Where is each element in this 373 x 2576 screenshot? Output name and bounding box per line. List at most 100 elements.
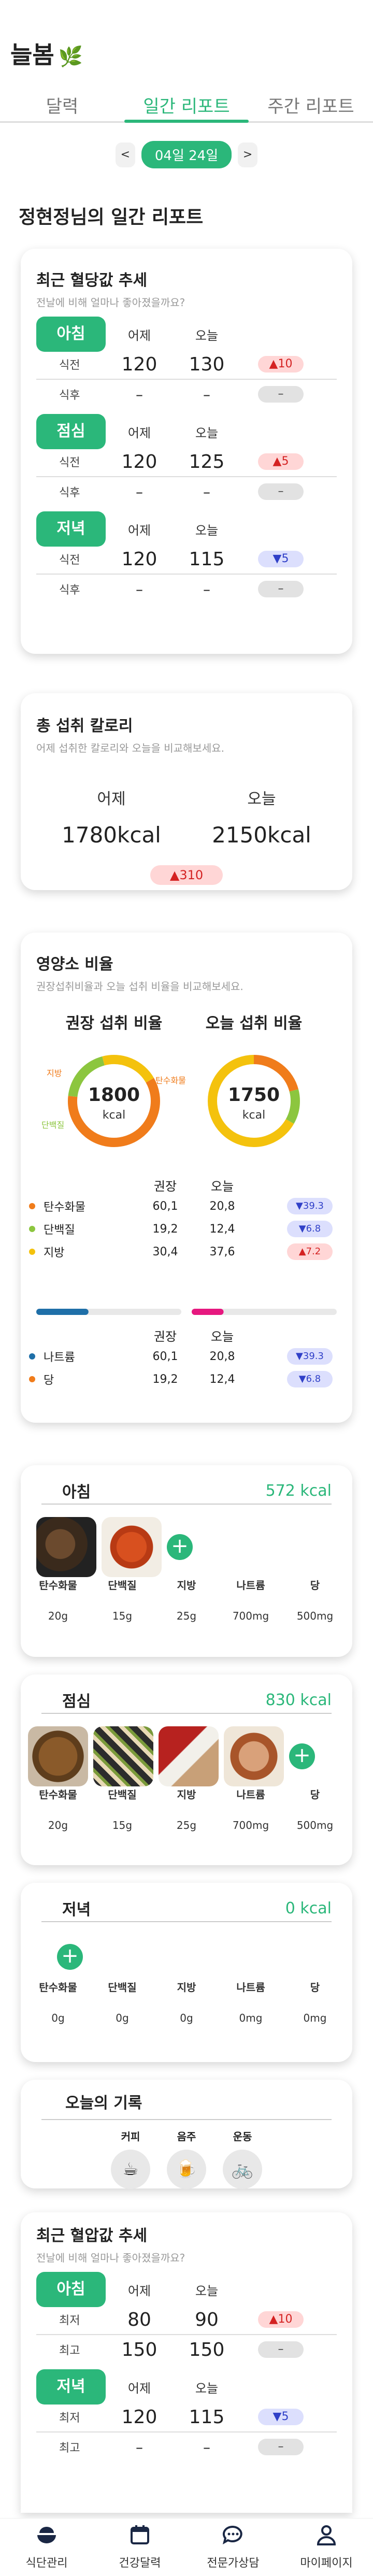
nav-label: 건강달력 <box>119 2557 161 2570</box>
blood-sugar-meals: 아침 어제 오늘 식전 120 130 ▲10 식후 – – – 점심 어제 오늘 식전 120 125 ▲5 식후… <box>36 317 337 602</box>
macro-cell: 지방 25g <box>154 1577 219 1622</box>
macro-label: 당 <box>310 1788 320 1801</box>
meal-button[interactable]: 저녁 <box>36 2369 106 2405</box>
meal-button[interactable]: 점심 <box>36 414 106 449</box>
macro-label: 단백질 <box>108 1981 137 1994</box>
change-badge: – <box>258 581 304 597</box>
card-subtitle: 전날에 비해 얼마나 좋아졌을까요? <box>36 296 185 309</box>
food-photos: + <box>21 1714 352 1786</box>
macro-cell: 탄수화물 0g <box>26 1979 90 2024</box>
change-badge: ▼6.8 <box>287 1371 333 1387</box>
macro-value: 0mg <box>239 2012 263 2024</box>
add-food-button[interactable]: + <box>289 1743 315 1769</box>
prev-date-button[interactable]: < <box>115 142 135 167</box>
today-kcal-unit: kcal <box>242 1109 265 1122</box>
yesterday-value: – <box>136 385 143 403</box>
meal-card-divider <box>41 1504 332 1505</box>
macro-label: 지방 <box>177 1981 196 1994</box>
record-alcohol[interactable]: 음주 🍺 <box>167 2128 206 2189</box>
meal-card-header: 아침 572 kcal <box>21 1478 352 1504</box>
col-label-today: 오늘 <box>210 1329 234 1344</box>
beer-icon[interactable]: 🍺 <box>167 2150 206 2189</box>
change-badge: ▼6.8 <box>287 1221 333 1237</box>
macro-value: 0g <box>180 2012 193 2024</box>
sodium-bar-fill <box>36 1309 89 1315</box>
today-value: 20,8 <box>209 1350 235 1363</box>
nav-label: 마이페이지 <box>300 2557 353 2570</box>
bowl-icon <box>0 2524 93 2552</box>
yesterday-value: 120 <box>121 353 157 375</box>
legend-dot <box>29 1249 35 1255</box>
legend-dot <box>29 1376 35 1382</box>
record-exercise[interactable]: 운동 🚲 <box>223 2128 262 2189</box>
sugar-bar-fill <box>192 1309 224 1315</box>
record-label: 운동 <box>233 2130 252 2143</box>
col-label-yesterday: 어제 <box>127 2381 151 2396</box>
next-date-button[interactable]: > <box>238 142 258 167</box>
meal-button[interactable]: 아침 <box>36 2272 106 2307</box>
reading-row: 식후 – – – <box>36 577 337 602</box>
meal-block: 아침 어제 오늘 최저 80 90 ▲10 최고 150 150 – <box>36 2272 337 2362</box>
food-photo-soup[interactable] <box>224 1726 284 1786</box>
nav-expert-consult[interactable]: 전문가상담 <box>187 2518 280 2576</box>
meal-button[interactable]: 아침 <box>36 317 106 352</box>
leaf-icon: 🌿 <box>58 45 83 68</box>
nav-my-page[interactable]: 마이페이지 <box>280 2518 373 2576</box>
col-label-yesterday: 어제 <box>127 425 151 440</box>
today-value: – <box>203 483 210 500</box>
tab-daily-report[interactable]: 일간 리포트 <box>143 96 230 117</box>
donut-label-protein: 단백질 <box>41 1120 64 1130</box>
blood-pressure-meals: 아침 어제 오늘 최저 80 90 ▲10 최고 150 150– 저녁 어제 오늘 최저 120 115 ▼5… <box>36 2272 337 2459</box>
nutrient-row: 탄수화물 60,1 20,8 ▼39.3 <box>29 1195 340 1218</box>
row-divider <box>36 476 337 477</box>
macro-value: 25g <box>176 1610 197 1622</box>
food-photo-pork-cutlet[interactable] <box>36 1517 96 1577</box>
reading-row: 식전 120 125 ▲5 <box>36 449 337 474</box>
coffee-icon[interactable]: ☕ <box>111 2150 150 2189</box>
calorie-yesterday: 어제 1780kcal <box>62 786 161 848</box>
meal-macros: 탄수화물 0g 단백질 0g 지방 0g 나트륨 0mg 당 0mg <box>21 1979 352 2024</box>
macro-value: 700mg <box>232 1610 269 1622</box>
macro-cell: 단백질 15g <box>90 1786 154 1831</box>
add-food-button[interactable]: + <box>167 1534 193 1560</box>
meal-button[interactable]: 저녁 <box>36 511 106 547</box>
recommended-value: 60,1 <box>152 1199 178 1213</box>
nav-diet[interactable]: 식단관리 <box>0 2518 93 2576</box>
meal-card-divider <box>41 1713 332 1714</box>
today-value: – <box>203 580 210 598</box>
nutrient-row: 지방 30,4 37,6 ▲7.2 <box>29 1240 340 1263</box>
macro-cell: 단백질 0g <box>90 1979 154 2024</box>
col-label-today: 오늘 <box>247 790 276 808</box>
brand-title: 늘봄 🌿 <box>10 36 83 70</box>
tab-calendar[interactable]: 달력 <box>46 96 79 117</box>
change-badge: ▼5 <box>258 551 304 567</box>
change-badge: ▼5 <box>258 2409 304 2425</box>
food-photo-kimbap[interactable] <box>93 1726 153 1786</box>
macro-label: 나트륨 <box>236 1579 265 1592</box>
bicycle-icon[interactable]: 🚲 <box>223 2150 262 2189</box>
today-value: 130 <box>189 353 225 375</box>
meal-kcal: 572 kcal <box>265 1481 332 1500</box>
food-photos: + <box>21 1922 352 1979</box>
tab-weekly-report[interactable]: 주간 리포트 <box>267 96 354 117</box>
meal-header: 저녁 어제 오늘 <box>36 2369 337 2405</box>
record-coffee[interactable]: 커피 ☕ <box>111 2128 150 2189</box>
reading-row: 최고 150 150 – <box>36 2337 337 2362</box>
macro-label: 탄수화물 <box>39 1579 77 1592</box>
add-food-button[interactable]: + <box>57 1944 83 1970</box>
col-label-today: 오늘 <box>195 2283 219 2298</box>
calendar-icon <box>93 2524 187 2552</box>
donut-today-fat <box>208 1055 300 1147</box>
nav-health-calendar[interactable]: 건강달력 <box>93 2518 187 2576</box>
meal-card-divider <box>41 1921 332 1922</box>
food-photo-sushi[interactable] <box>159 1726 219 1786</box>
reading-label: 식전 <box>59 456 80 469</box>
donut-today-protein <box>208 1055 300 1147</box>
food-photo-bread[interactable] <box>28 1726 88 1786</box>
page-title: 정현정님의 일간 리포트 <box>19 207 204 228</box>
today-value: 12,4 <box>209 1372 235 1386</box>
record-label: 음주 <box>177 2130 196 2143</box>
nav-label: 전문가상담 <box>207 2557 260 2570</box>
macro-label: 당 <box>310 1579 320 1592</box>
food-photo-tteokbokki[interactable] <box>102 1517 162 1577</box>
